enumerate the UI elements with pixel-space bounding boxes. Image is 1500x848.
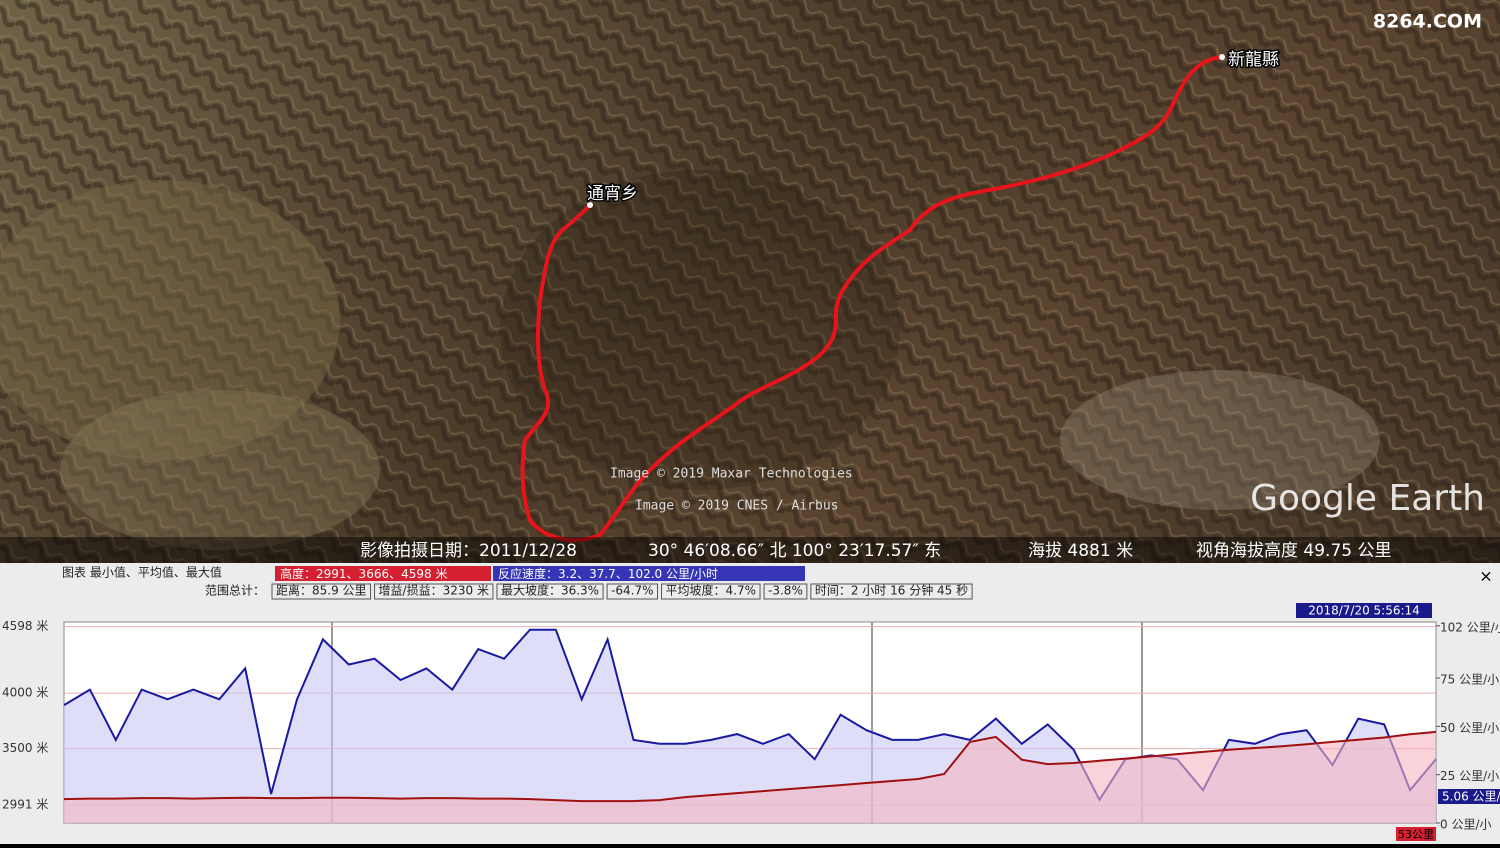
range-stat: 距离：85.9 公里 bbox=[276, 583, 367, 598]
y-tick-label: 2991 米 bbox=[2, 798, 48, 812]
legend-label: 图表 最小值、平均值、最大值 bbox=[62, 565, 222, 580]
imagery-credit: Image © 2019 Maxar Technologies bbox=[610, 467, 853, 482]
series-name: 反应速度 bbox=[498, 566, 546, 581]
range-box bbox=[606, 583, 659, 600]
y2-tick-label: 25 公里/小 bbox=[1440, 769, 1499, 783]
range-stat: -3.8% bbox=[768, 584, 803, 598]
plot-area bbox=[63, 626, 1437, 823]
range-box bbox=[810, 583, 973, 600]
range-box bbox=[374, 583, 494, 600]
y2-tick-label: 75 公里/小 bbox=[1440, 673, 1499, 687]
elevation-profile-panel: 图表 最小值、平均值、最大值 高度：2991、3666、4598 米 反应速度：… bbox=[0, 563, 1500, 844]
range-box bbox=[661, 583, 761, 600]
y-tick-label: 3500 米 bbox=[2, 741, 48, 755]
range-box bbox=[496, 583, 604, 600]
watermark: 8264.COM bbox=[1373, 11, 1482, 33]
cursor-value: 5.06 公里/ bbox=[1442, 790, 1500, 804]
series-name: 高度 bbox=[280, 566, 304, 581]
y-tick-label: 4000 米 bbox=[2, 686, 48, 700]
range-stat: 增益/损益：3230 米 bbox=[379, 584, 489, 598]
range-label: 范围总计： bbox=[205, 584, 265, 598]
satellite-map: 通宵乡 新龍縣 8264.COM Image © 2019 Maxar Tech… bbox=[0, 0, 1500, 563]
stat-elevation[interactable]: 高度：2991、3666、4598 米 bbox=[280, 566, 447, 581]
logo: Google Earth bbox=[1250, 478, 1485, 519]
range-stat: 时间：2 小时 16 分钟 45 秒 bbox=[815, 583, 968, 598]
y-tick-label: 4598 米 bbox=[2, 619, 48, 633]
imagery-credit: Image © 2019 CNES / Airbus bbox=[635, 499, 839, 514]
range-stat: 平均坡度：4.7% bbox=[666, 583, 757, 598]
place-marker bbox=[587, 202, 593, 208]
range-stats: 距离：85.9 公里 增益/损益：3230 米最大坡度：36.3% -64.7% 平均… bbox=[271, 583, 973, 600]
y2-tick-label: 0 公里/小 bbox=[1440, 818, 1492, 832]
series-stats: ：3.2、37.7、102.0 公里/小时 bbox=[546, 567, 718, 581]
area bbox=[64, 731, 1436, 823]
series-stats: ：2991、3666、4598 米 bbox=[304, 567, 447, 581]
stat-speed[interactable]: 反应速度：3.2、37.7、102.0 公里/小时 bbox=[498, 566, 718, 581]
y2-tick-label: 50 公里/小 bbox=[1440, 721, 1499, 735]
place-label: 新龍縣 bbox=[1228, 50, 1279, 70]
range-box bbox=[763, 583, 808, 600]
eye-altitude: 视角海拔高度 49.75 公里 bbox=[1196, 541, 1391, 561]
place-marker bbox=[1219, 54, 1225, 60]
x-tick-label: 53公里 bbox=[1398, 828, 1434, 841]
range-stat: 最大坡度：36.3% bbox=[501, 583, 599, 598]
line bbox=[63, 730, 1437, 803]
range-stat: -64.7% bbox=[611, 584, 653, 598]
close-button[interactable]: × bbox=[1479, 567, 1492, 586]
elevation: 海拔 4881 米 bbox=[1028, 541, 1133, 561]
route bbox=[520, 55, 1223, 542]
range-box bbox=[271, 583, 372, 600]
y2-tick-label: 102 公里/小 bbox=[1440, 620, 1500, 634]
coordinates: 30° 46′08.66″ 北 100° 23′17.57″ 东 bbox=[648, 541, 941, 561]
x-tick-bg bbox=[1396, 827, 1436, 841]
place-label: 通宵乡 bbox=[587, 184, 638, 204]
timestamp: 2018/7/20 5:56:14 bbox=[1308, 604, 1420, 618]
imagery-date: 影像拍摄日期：2011/12/28 bbox=[360, 541, 577, 561]
